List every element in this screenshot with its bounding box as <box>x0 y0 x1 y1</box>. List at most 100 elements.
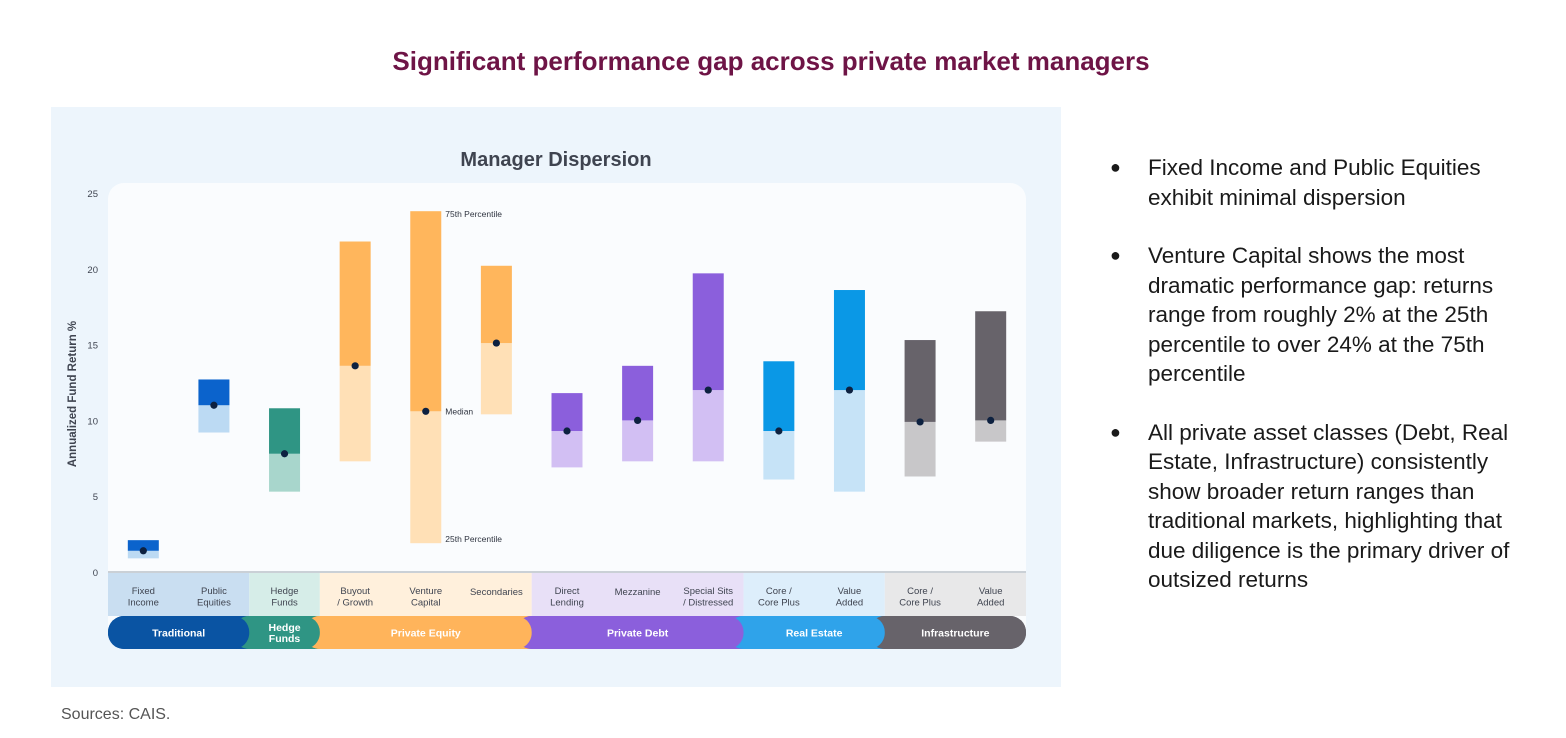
annotation-75th: 75th Percentile <box>445 209 502 219</box>
category-strip-1 <box>249 573 320 616</box>
bar-upper-quartile <box>692 273 724 391</box>
bullet-text: Venture Capital shows the most dramatic … <box>1148 243 1494 386</box>
bar-upper-quartile <box>763 361 795 432</box>
bar-upper-quartile <box>339 241 371 366</box>
category-label: Income <box>128 598 159 609</box>
group-band-fill-1 <box>233 616 320 649</box>
category-label: Buyout <box>340 586 370 597</box>
bullet-dot-icon: ● <box>1110 157 1121 177</box>
category-label: Funds <box>271 598 298 609</box>
category-label: Core / <box>766 586 792 597</box>
group-label: Traditional <box>152 628 205 640</box>
source-note: Sources: CAIS. <box>61 706 171 723</box>
median-point <box>987 416 995 424</box>
category-label: Special Sits <box>683 586 733 597</box>
bar-upper-quartile <box>904 340 936 422</box>
category-label: Core Plus <box>758 598 800 609</box>
bar-upper-quartile <box>551 393 583 432</box>
bar-lower-quartile <box>692 390 724 462</box>
median-point <box>775 427 783 435</box>
median-point <box>563 427 571 435</box>
bar-lower-quartile <box>198 405 230 433</box>
bullet-dot-icon: ● <box>1110 421 1121 442</box>
category-label: Value <box>838 586 862 597</box>
category-label: Added <box>977 598 1004 609</box>
bullet-item: ● All private asset classes (Debt, Real E… <box>1110 418 1540 595</box>
y-tick-label: 10 <box>87 416 98 427</box>
manager-dispersion-chart: Manager Dispersion Annualized Fund Return… <box>67 149 1026 649</box>
y-tick-label: 20 <box>87 265 98 276</box>
median-point <box>139 547 147 555</box>
category-label: Capital <box>411 598 441 609</box>
median-point <box>634 416 642 424</box>
group-band-fill-3 <box>515 616 744 649</box>
bullet-item: ● Fixed Income and Public Equities exhibi… <box>1110 153 1540 212</box>
category-label: Added <box>836 598 863 609</box>
y-tick-label: 25 <box>87 189 98 200</box>
bar-lower-quartile <box>551 431 583 468</box>
annotation-25th: 25th Percentile <box>445 534 502 544</box>
category-label: Hedge <box>271 586 299 597</box>
category-label: Lending <box>550 598 584 609</box>
category-strip-4 <box>743 573 885 616</box>
category-label: Core / <box>907 586 933 597</box>
category-label: Core Plus <box>899 598 941 609</box>
category-strip-0 <box>108 573 250 616</box>
bar-lower-quartile <box>763 431 795 480</box>
category-label: Equities <box>197 598 231 609</box>
group-label: Infrastructure <box>921 628 989 640</box>
median-point <box>845 386 854 394</box>
category-label: / Growth <box>337 598 373 609</box>
category-label: Public <box>201 586 227 597</box>
category-label: / Distressed <box>683 598 733 609</box>
bullet-list: ● Fixed Income and Public Equities exhibi… <box>1110 153 1540 624</box>
bar-lower-quartile <box>410 411 442 544</box>
bullet-text: All private asset classes (Debt, Real Es… <box>1148 419 1510 593</box>
category-label: Mezzanine <box>615 587 661 598</box>
median-point <box>351 362 359 370</box>
bar-lower-quartile <box>269 453 301 492</box>
bar-lower-quartile <box>480 343 512 415</box>
bar-lower-quartile <box>127 550 159 559</box>
bar-lower-quartile <box>339 365 371 462</box>
y-tick-label: 5 <box>93 492 98 503</box>
group-band-fill-2 <box>303 616 532 649</box>
median-point <box>210 401 218 409</box>
bar-upper-quartile <box>480 265 512 344</box>
chart-title: Manager Dispersion <box>460 149 651 171</box>
median-point <box>704 386 712 394</box>
category-strip-5 <box>884 573 1026 616</box>
group-label: Private Debt <box>607 628 669 640</box>
category-label: Venture <box>409 586 442 597</box>
median-point <box>492 339 500 347</box>
chart-panel: Manager Dispersion Annualized Fund Return… <box>51 107 1061 687</box>
bar-upper-quartile <box>198 379 230 406</box>
category-label: Secondaries <box>470 587 523 598</box>
group-label: Funds <box>269 633 301 645</box>
page-title: Significant performance gap across priva… <box>392 46 1150 76</box>
bar-lower-quartile <box>904 421 936 477</box>
y-tick-label: 15 <box>87 341 98 352</box>
median-point <box>916 418 924 426</box>
bar-upper-quartile <box>269 408 301 454</box>
annotation-median: Median <box>445 406 473 416</box>
bar-upper-quartile <box>975 311 1007 421</box>
bar-lower-quartile <box>975 420 1007 442</box>
bar-upper-quartile <box>622 365 654 421</box>
group-label: Private Equity <box>391 628 461 640</box>
category-label: Value <box>979 586 1003 597</box>
bullet-item: ● Venture Capital shows the most dramatic… <box>1110 241 1540 389</box>
median-point <box>422 407 430 415</box>
group-label: Real Estate <box>786 628 843 640</box>
bar-upper-quartile <box>410 211 442 412</box>
bar-lower-quartile <box>622 420 654 462</box>
bullet-dot-icon: ● <box>1110 245 1121 265</box>
category-strip-3 <box>531 573 744 616</box>
bar-upper-quartile <box>833 290 865 391</box>
y-axis-label: Annualized Fund Return % <box>67 321 79 467</box>
group-label: Hedge <box>268 622 300 634</box>
category-label: Direct <box>555 586 580 597</box>
bar-upper-quartile <box>127 540 159 551</box>
group-band-fill-4 <box>727 616 885 649</box>
category-strip-2 <box>319 573 532 616</box>
